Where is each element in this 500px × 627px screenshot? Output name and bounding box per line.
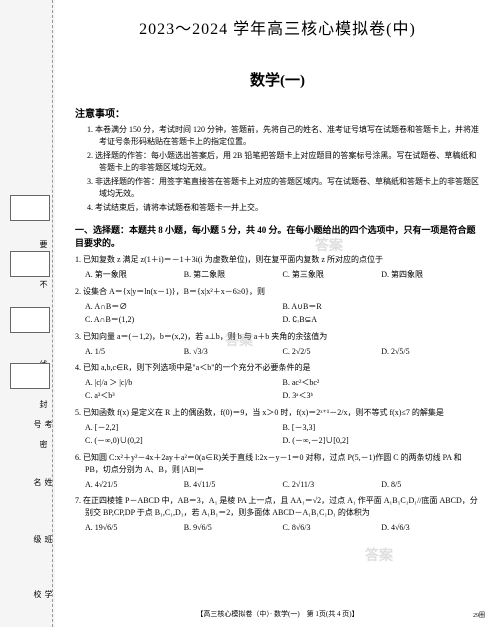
option-d: D. 2√5/5 <box>381 346 480 359</box>
option-b: B. 9√6/5 <box>184 522 283 535</box>
question-1-options: A. 第一象限 B. 第二象限 C. 第三象限 D. 第四象限 <box>75 269 480 282</box>
fold-line <box>52 0 53 627</box>
option-c: C. 2√2/5 <box>283 346 382 359</box>
question-7: 7. 在正四棱锥 P－ABCD 中，AB＝3，A₁ 是棱 PA 上一点，且 AA… <box>75 495 480 519</box>
option-b: B. [－3,3] <box>283 422 481 435</box>
option-a: A. 19√6/5 <box>85 522 184 535</box>
exam-number-label: 考号 <box>32 420 54 428</box>
option-a: A. A∩B＝∅ <box>85 301 283 314</box>
option-d: D. 第四象限 <box>381 269 480 282</box>
question-3: 3. 已知向量 a＝(－1,2)，b＝(x,2)，若 a⊥b，则 b 与 a＋b… <box>75 331 480 343</box>
option-c: C. A∩B＝(1,2) <box>85 314 283 327</box>
option-a: A. |c|/a ＞ |c|/b <box>85 377 283 390</box>
question-5: 5. 已知函数 f(x) 是定义在 R 上的偶函数，f(0)＝9，当 x＞0 时… <box>75 407 480 419</box>
exam-number-box[interactable] <box>10 195 50 221</box>
option-b: B. √3/3 <box>184 346 283 359</box>
question-6-options: A. 4√21/5 B. 4√11/5 C. 2√11/3 D. 8/5 <box>75 479 480 492</box>
option-b: B. ac²＜bc² <box>283 377 481 390</box>
option-c: C. a³＜b³ <box>85 390 283 403</box>
option-d: D. ∁ᵣB⊆A <box>283 314 481 327</box>
main-title: 2023～2024 学年高三核心模拟卷(中) <box>75 15 480 39</box>
option-d: D. 8/5 <box>381 479 480 492</box>
question-2-options: A. A∩B＝∅ B. A∪B＝R C. A∩B＝(1,2) D. ∁ᵣB⊆A <box>75 301 480 327</box>
notice-header: 注意事项： <box>75 105 480 120</box>
exam-page: 答案 答案 答案 2023～2024 学年高三核心模拟卷(中) 数学(一) 注意… <box>55 0 500 627</box>
question-4: 4. 已知 a,b,c∈R，则下列选项中是"a＜b"的一个充分不必要条件的是 <box>75 362 480 374</box>
binding-margin: 答 要 不 内 线 封 密 考号 姓名 班级 学校 <box>0 0 55 627</box>
school-box[interactable] <box>10 363 50 389</box>
class-label: 班级 <box>32 535 54 543</box>
option-d: D. 3ᵃ＜3ᵇ <box>283 390 481 403</box>
school-label: 学校 <box>32 590 54 598</box>
question-3-options: A. 1/5 B. √3/3 C. 2√2/5 D. 2√5/5 <box>75 346 480 359</box>
name-box[interactable] <box>10 251 50 277</box>
logo-text: 29圈 <box>473 610 485 619</box>
option-a: A. 4√21/5 <box>85 479 184 492</box>
question-5-options: A. [－2,2] B. [－3,3] C. (－∞,0)∪(0,2] D. (… <box>75 422 480 448</box>
question-6: 6. 已知圆 C:x²＋y²－4x＋2ay＋a²＝0(a∈R)关于直线 l:2x… <box>75 452 480 476</box>
name-label: 姓名 <box>32 478 54 486</box>
notice-item: 2. 选择题的作答：每小题选出答案后，用 2B 铅笔把答题卡上对应题目的答案标号… <box>87 150 480 174</box>
option-b: B. 第二象限 <box>184 269 283 282</box>
page-footer: 【高三核心模拟卷（中）· 数学(一) 第 1页(共 4 页)】 <box>55 609 500 619</box>
notice-item: 4. 考试结束后，请将本试题卷和答题卡一并上交。 <box>87 202 480 214</box>
notice-list: 1. 本卷满分 150 分，考试时间 120 分钟，答题前，先将自己的姓名、准考… <box>75 124 480 214</box>
option-b: B. 4√11/5 <box>184 479 283 492</box>
notice-item: 3. 非选择题的作答：用签字笔直接答在答题卡上对应的答题区域内。写在试题卷、草稿… <box>87 176 480 200</box>
option-a: A. [－2,2] <box>85 422 283 435</box>
option-c: C. 8√6/3 <box>283 522 382 535</box>
class-box[interactable] <box>10 307 50 333</box>
option-d: D. 4√6/3 <box>381 522 480 535</box>
option-c: C. (－∞,0)∪(0,2] <box>85 435 283 448</box>
option-c: C. 2√11/3 <box>283 479 382 492</box>
question-1: 1. 已知复数 z 满足 z(1＋i)＝－1＋3i(i 为虚数单位)，则在复平面… <box>75 254 480 266</box>
section-header: 一、选择题：本题共 8 小题，每小题 5 分，共 40 分。在每小题给出的四个选… <box>75 224 480 249</box>
question-4-options: A. |c|/a ＞ |c|/b B. ac²＜bc² C. a³＜b³ D. … <box>75 377 480 403</box>
question-2: 2. 设集合 A＝{x|y＝ln(x－1)}，B＝{x|x²＋x－6≥0}，则 <box>75 286 480 298</box>
notice-item: 1. 本卷满分 150 分，考试时间 120 分钟，答题前，先将自己的姓名、准考… <box>87 124 480 148</box>
option-a: A. 1/5 <box>85 346 184 359</box>
option-d: D. (－∞,－2]∪[0,2] <box>283 435 481 448</box>
option-b: B. A∪B＝R <box>283 301 481 314</box>
watermark: 答案 <box>365 545 393 565</box>
option-c: C. 第三象限 <box>283 269 382 282</box>
option-a: A. 第一象限 <box>85 269 184 282</box>
subject-title: 数学(一) <box>75 69 480 90</box>
student-info-boxes: 考号 姓名 班级 学校 <box>10 195 50 419</box>
question-7-options: A. 19√6/5 B. 9√6/5 C. 8√6/3 D. 4√6/3 <box>75 522 480 535</box>
